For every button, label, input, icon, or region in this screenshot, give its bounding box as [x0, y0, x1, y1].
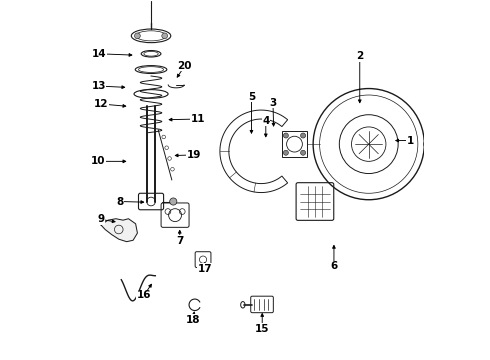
- Text: 19: 19: [187, 150, 201, 160]
- Text: 5: 5: [248, 92, 255, 102]
- Text: 2: 2: [356, 51, 364, 61]
- Text: 6: 6: [330, 261, 338, 271]
- Circle shape: [300, 150, 306, 155]
- Text: 13: 13: [92, 81, 106, 91]
- Text: 1: 1: [406, 136, 414, 145]
- Text: 10: 10: [91, 156, 105, 166]
- Circle shape: [423, 139, 434, 149]
- Text: 8: 8: [117, 197, 124, 207]
- Text: 15: 15: [255, 324, 270, 334]
- Text: 3: 3: [270, 98, 276, 108]
- Circle shape: [283, 150, 289, 155]
- Text: 4: 4: [262, 116, 270, 126]
- Text: 7: 7: [176, 236, 183, 246]
- Circle shape: [135, 33, 140, 39]
- Text: 11: 11: [191, 114, 205, 124]
- Text: 9: 9: [98, 215, 104, 224]
- Text: 16: 16: [137, 291, 151, 301]
- Text: 17: 17: [197, 264, 212, 274]
- Text: 20: 20: [177, 61, 192, 71]
- Circle shape: [283, 133, 289, 138]
- Text: 18: 18: [186, 315, 200, 325]
- Text: 14: 14: [91, 49, 106, 59]
- Text: 12: 12: [94, 99, 108, 109]
- Circle shape: [170, 198, 177, 205]
- Circle shape: [162, 33, 168, 39]
- Circle shape: [300, 133, 306, 138]
- Polygon shape: [101, 219, 137, 242]
